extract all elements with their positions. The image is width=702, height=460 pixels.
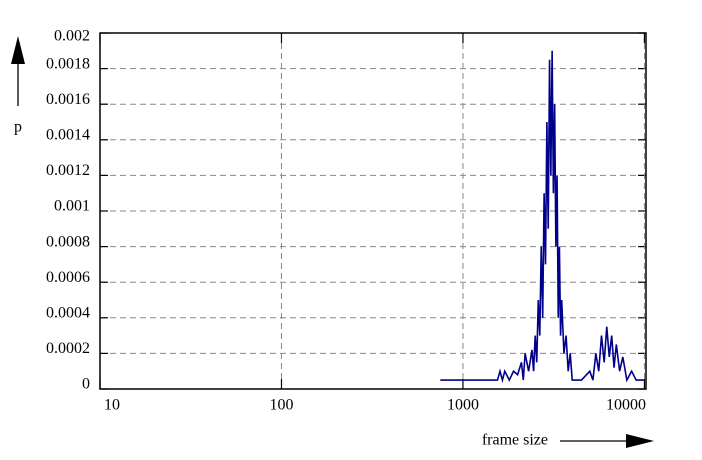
y-tick-label: 0: [82, 376, 90, 393]
y-tick-label: 0.0004: [46, 304, 90, 321]
plot-frame: [99, 32, 647, 390]
y-tick-label: 0.0014: [46, 126, 90, 143]
x-tick-label: 1000: [447, 397, 479, 414]
x-axis-label: frame size: [482, 432, 548, 449]
x-arrow-head: [626, 434, 654, 448]
y-tick-label: 0.0012: [46, 162, 90, 179]
y-tick-label: 0.002: [54, 28, 90, 45]
x-tick-label: 10000: [606, 397, 646, 414]
x-tick-label: 10: [104, 397, 120, 414]
y-tick-label: 0.0018: [46, 55, 90, 72]
y-tick-label: 0.0002: [46, 340, 90, 357]
y-tick-label: 0.0006: [46, 269, 90, 286]
y-tick-label: 0.0008: [46, 233, 90, 250]
y-axis-label: p: [14, 119, 22, 136]
y-tick-label: 0.001: [54, 198, 90, 215]
y-tick-label: 0.0016: [46, 91, 90, 108]
x-tick-label: 100: [269, 397, 293, 414]
y-arrow-head: [11, 36, 25, 64]
data-line: [440, 50, 645, 384]
